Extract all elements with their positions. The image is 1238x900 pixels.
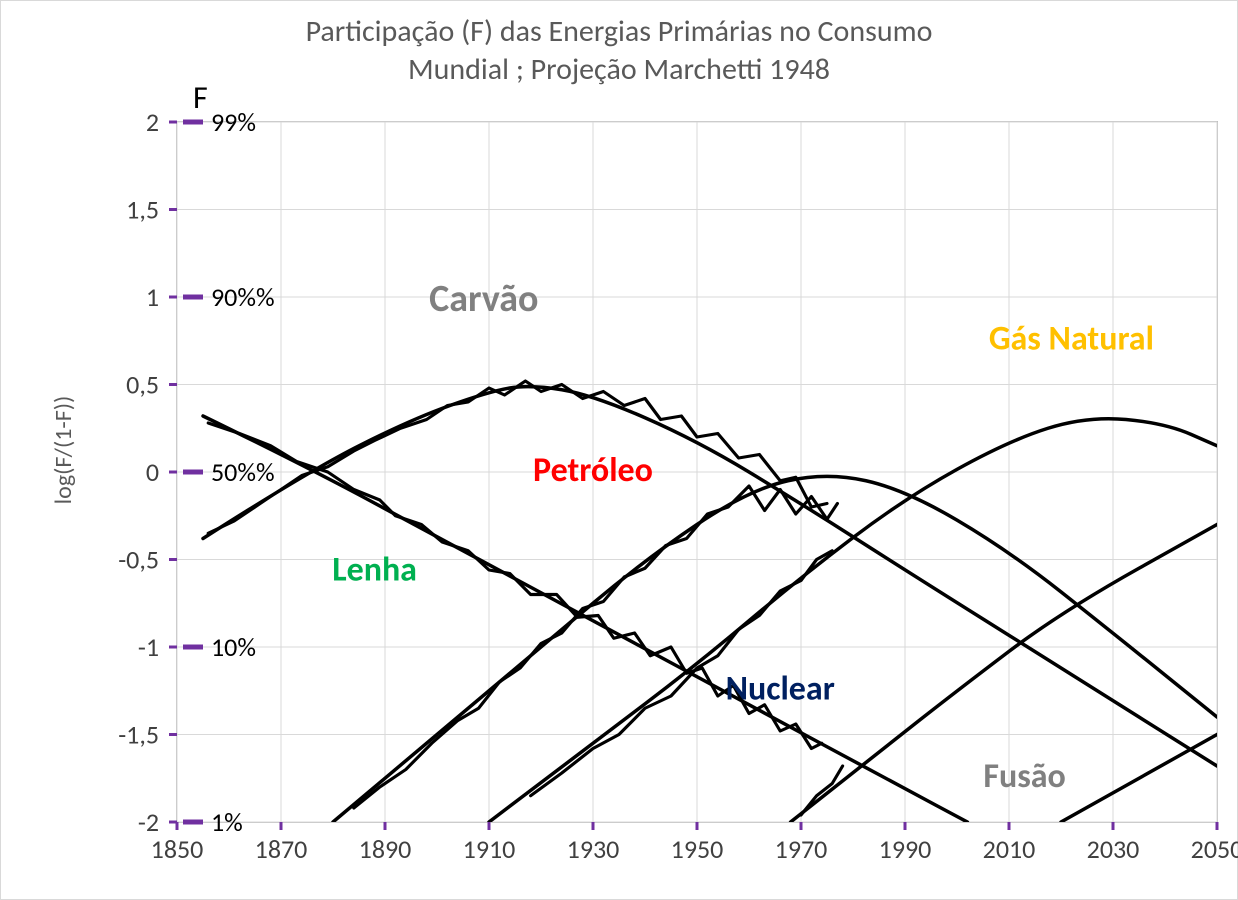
f-axis-tick-label: 10% <box>211 631 256 663</box>
y-tick-label: -1,5 <box>118 719 159 751</box>
chart-title-line1: Participação (F) das Energias Primárias … <box>306 13 933 50</box>
series-label-fusao: Fusão <box>983 756 1065 797</box>
f-axis-tick-label: 50%% <box>211 456 275 488</box>
x-tick-label: 1890 <box>359 833 412 865</box>
series-noisy-nuclear <box>801 766 843 815</box>
series-noisy-carvao <box>208 381 827 533</box>
f-axis-tick-label: 1% <box>211 806 243 838</box>
y-tick-label: 0,5 <box>126 369 159 401</box>
x-tick-label: 1930 <box>567 833 620 865</box>
series-label-gas: Gás Natural <box>989 319 1154 360</box>
series-label-nuclear: Nuclear <box>726 669 835 710</box>
x-tick-label: 2010 <box>983 833 1036 865</box>
x-tick-label: 1970 <box>775 833 828 865</box>
x-tick-label: 1850 <box>151 833 204 865</box>
chart-container: Participação (F) das Energias Primárias … <box>0 0 1238 900</box>
series-line-petroleo <box>333 476 1217 822</box>
y-tick-label: 1 <box>146 281 159 313</box>
plot-svg: -2-1,5-1-0,500,511,521850187018901910193… <box>177 122 1217 822</box>
x-tick-label: 2030 <box>1087 833 1140 865</box>
x-tick-label: 1990 <box>879 833 932 865</box>
f-axis-tick-label: 99% <box>211 106 256 138</box>
f-axis-header: F <box>193 78 208 117</box>
x-tick-label: 2050 <box>1191 833 1238 865</box>
y-tick-label: 2 <box>146 106 159 138</box>
y-tick-label: -0,5 <box>118 544 159 576</box>
plot-area: -2-1,5-1-0,500,511,521850187018901910193… <box>176 121 1218 823</box>
series-line-fusao <box>1061 735 1217 823</box>
y-tick-label: 1,5 <box>126 194 159 226</box>
y-tick-label: -1 <box>138 631 159 663</box>
y-axis-label: log(F/(1-F)) <box>49 396 78 505</box>
series-label-petroleo: Petróleo <box>533 450 653 491</box>
x-tick-label: 1910 <box>463 833 516 865</box>
chart-title-line2: Mundial ; Projeção Marchetti 1948 <box>408 51 830 88</box>
series-label-carvao: Carvão <box>429 276 538 322</box>
x-tick-label: 1950 <box>671 833 724 865</box>
series-label-lenha: Lenha <box>332 550 417 591</box>
chart-title: Participação (F) das Energias Primárias … <box>1 13 1237 88</box>
x-tick-label: 1870 <box>255 833 308 865</box>
y-tick-label: 0 <box>146 456 159 488</box>
f-axis-tick-label: 90%% <box>211 281 275 313</box>
